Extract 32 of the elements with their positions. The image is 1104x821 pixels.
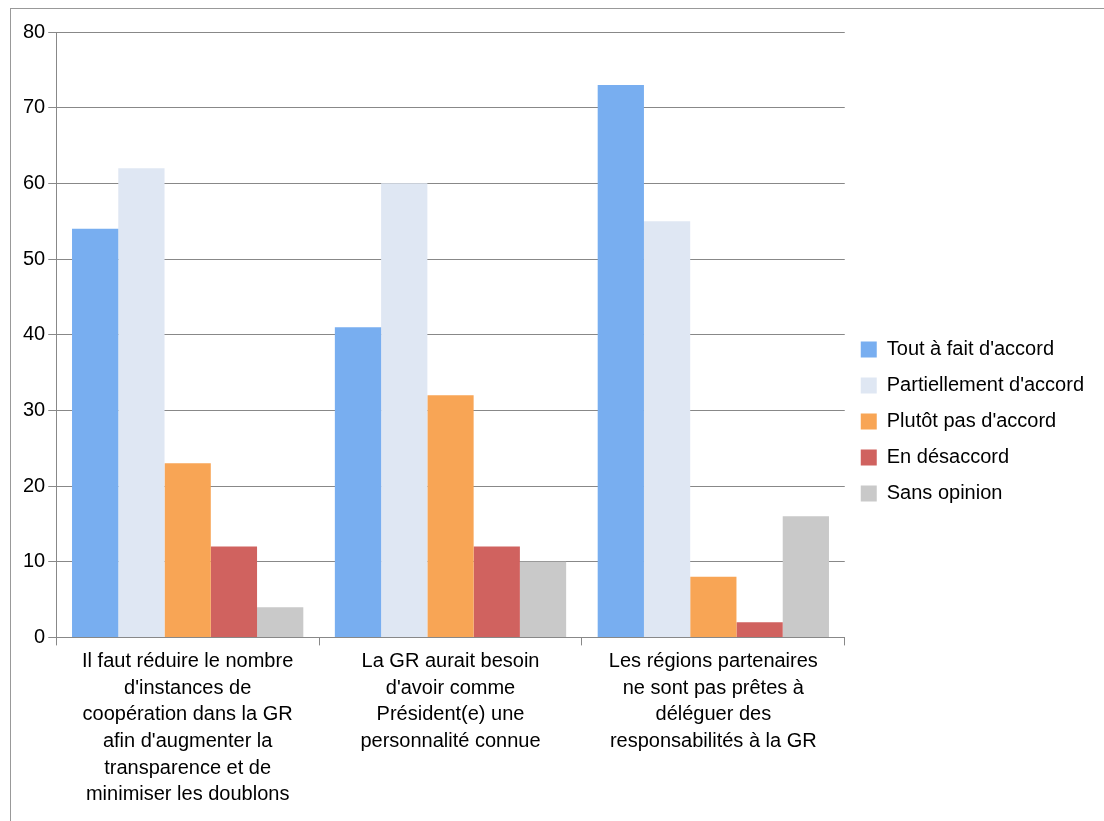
y-tick-label: 40 [23, 322, 46, 345]
bar [72, 228, 119, 637]
bar [690, 576, 737, 637]
bar [427, 395, 474, 637]
bar [736, 622, 783, 637]
legend-label: Plutôt pas d'accord [886, 409, 1057, 432]
legend-label: Sans opinion [886, 481, 1003, 504]
y-tick-label: 20 [23, 473, 46, 496]
x-tick-label: La GR aurait besoin d'avoir comme Président(e) une personnalité connue [360, 649, 541, 752]
y-tick-label: 50 [23, 246, 46, 269]
bar [210, 546, 258, 637]
y-tick-label: 10 [23, 549, 46, 572]
bar [643, 221, 691, 637]
legend-label: Partiellement d'accord [886, 373, 1084, 396]
legend-label: Tout à fait d'accord [886, 337, 1054, 360]
bar [473, 546, 520, 637]
x-tick-label: Il faut réduire le nombre d'instances de coopération dans la GR afin d'augmenter la transparence et de minimiser les doublons [82, 649, 294, 805]
bar [782, 516, 829, 637]
y-tick-label: 80 [23, 19, 46, 42]
y-tick-label: 70 [23, 95, 46, 118]
bar [519, 561, 567, 637]
y-tick-label: 0 [34, 624, 46, 647]
bar [164, 463, 211, 637]
legend-label: En désaccord [886, 445, 1010, 468]
x-tick-label: Les régions partenaires ne sont pas prêtes à déléguer des responsabilités à la GR [608, 649, 818, 752]
bar [381, 183, 428, 637]
bar [334, 327, 382, 637]
bar [597, 84, 644, 637]
y-tick-label: 30 [23, 397, 46, 420]
bar [257, 607, 304, 637]
y-tick-label: 60 [23, 170, 46, 193]
bar [118, 168, 165, 637]
